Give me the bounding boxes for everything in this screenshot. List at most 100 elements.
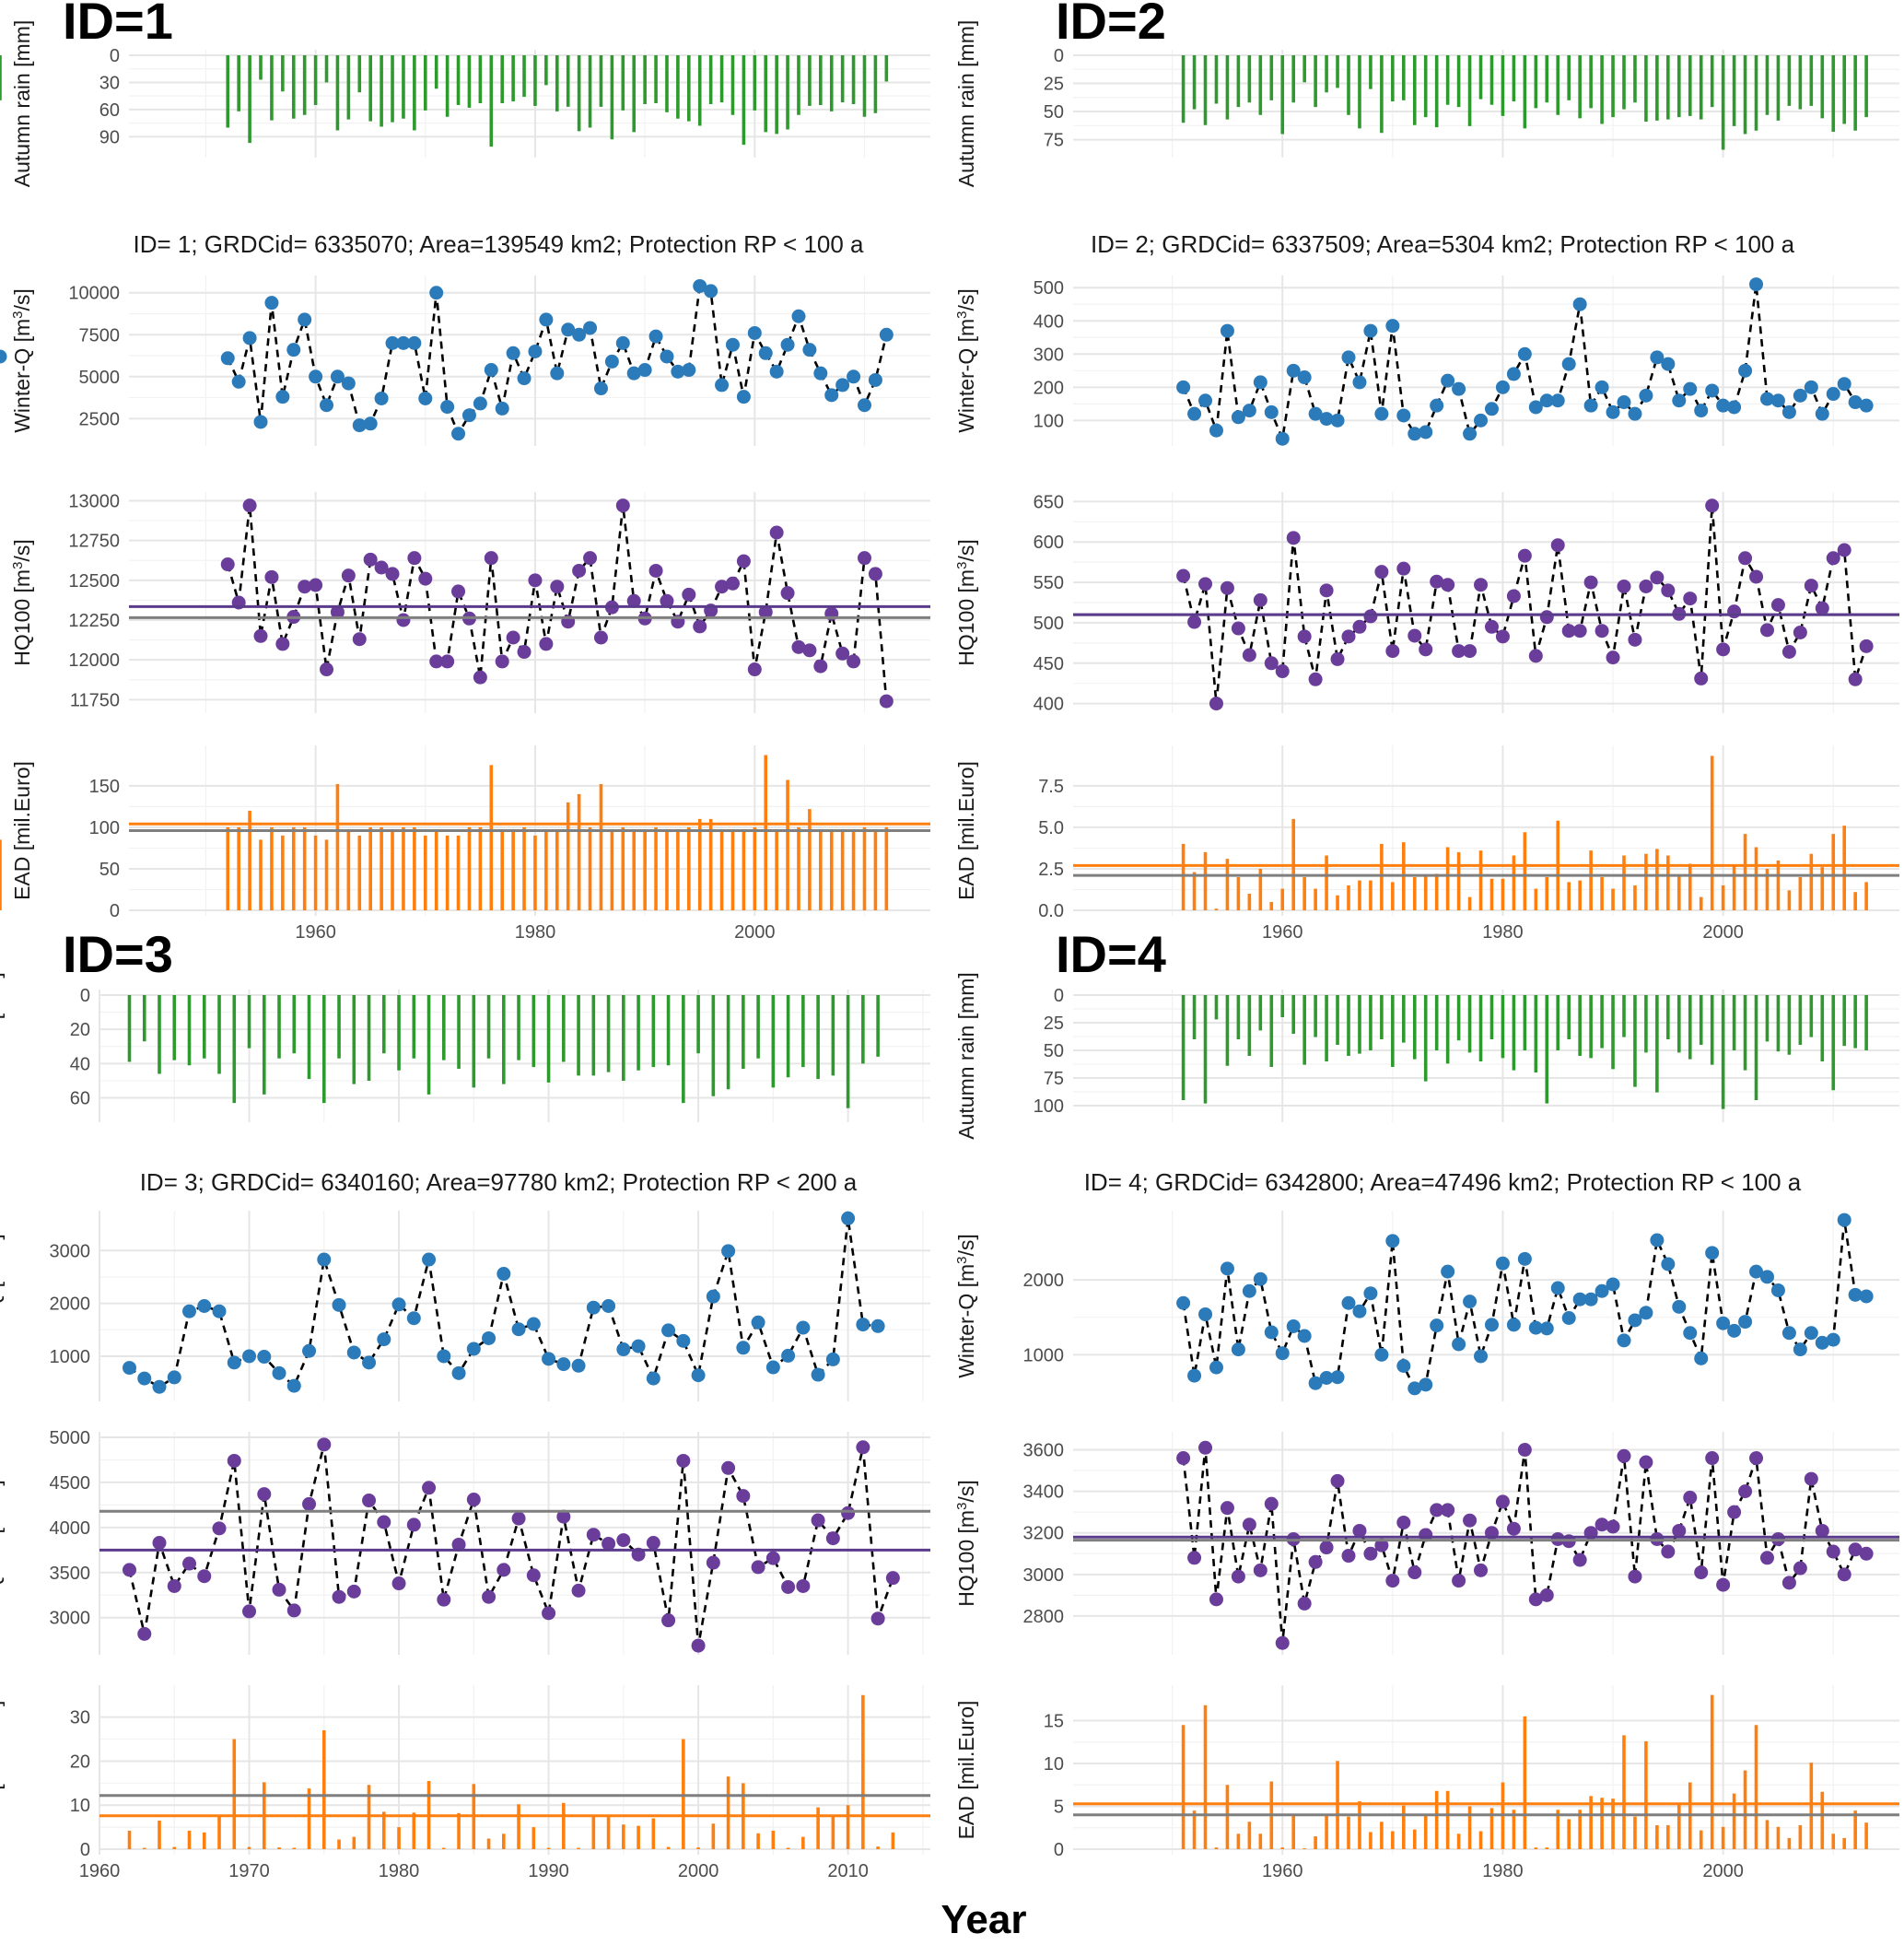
data-point [352,418,367,433]
data-point [1430,398,1444,413]
y-tick-label: 75 [1044,131,1064,151]
data-point [631,1339,646,1353]
y-axis-label: Winter-Q [m3/s] [954,288,978,433]
data-point [1506,589,1521,603]
data-point [1463,1295,1478,1309]
data-point [1606,404,1620,419]
x-tick-label: 1970 [228,1861,270,1881]
subplot-q: 1000 2000 3000 Winter-Q [m3/s] [0,1211,930,1401]
subplot-ead: 0 10 20 30 EAD [mil.Euro] 1960 1970 1980 1990 200… [0,1685,930,1881]
y-axis-label: EAD [mil.Euro] [954,761,978,900]
data-point [1672,1523,1687,1538]
y-tick-label: 10 [1044,1754,1064,1775]
y-tick-label: 4500 [50,1473,91,1494]
panel-id-label: ID=4 [1056,925,1166,983]
data-point [1495,380,1510,394]
data-point [572,563,587,578]
data-point [346,1345,361,1360]
data-point [1297,629,1312,644]
data-point [1408,427,1422,441]
y-axis-label-part: /s] [954,539,978,561]
data-point [298,580,312,594]
data-point [484,551,498,566]
data-point [320,662,334,677]
y-axis-label: EAD [mil.Euro] [10,761,34,900]
data-point [765,1360,780,1375]
data-point [811,1367,825,1382]
data-point [330,369,345,384]
data-point [511,1322,526,1337]
data-point [1650,350,1665,365]
y-axis-label-part: HQ100 [m [0,1510,5,1607]
subplot-q: 2500 5000 7500 10000 Winter-Q [m3/s] [0,275,930,446]
data-point [1396,561,1411,576]
data-point [1793,1561,1807,1576]
data-point [758,604,773,619]
data-point [721,1244,736,1259]
data-point [1770,598,1785,613]
y-tick-label: 60 [99,100,120,121]
data-point [1253,592,1267,607]
data-point [451,427,466,441]
y-tick-label: 5.0 [1038,818,1064,838]
data-point [1815,1335,1829,1350]
y-tick-label: 12250 [68,611,120,631]
y-tick-label: 0 [110,901,120,921]
y-tick-label: 3500 [50,1564,91,1584]
data-point [1859,639,1874,653]
data-point [1506,1521,1521,1536]
panel-title: ID= 4; GRDCid= 6342800; Area=47496 km2; … [1084,1168,1802,1196]
data-point [1517,1251,1532,1266]
data-point [593,630,608,645]
y-tick-label: 100 [1034,411,1064,431]
data-point [626,593,641,608]
data-point [602,1536,616,1551]
data-point [422,1252,437,1267]
data-point [1308,406,1323,421]
data-point [363,552,378,567]
data-point [868,372,882,387]
data-point [1396,1359,1411,1373]
data-point [1330,1370,1345,1385]
subplot-ead: 0 50 100 150 EAD [mil.Euro] 1960 1980 2000 [0,745,930,943]
data-point [495,401,509,416]
data-point [715,378,730,393]
data-point [272,1582,286,1597]
data-point [1617,1333,1631,1348]
data-point [242,331,257,346]
y-tick-label: 50 [99,860,120,880]
data-point [1341,629,1356,644]
data-point [1848,1542,1863,1557]
data-point [385,567,400,581]
y-tick-label: 100 [1034,1096,1064,1117]
data-point [542,1352,556,1366]
data-point [1374,565,1389,580]
data-point [466,1493,481,1507]
y-axis-label: Winter-Q [m3/s] [10,288,34,433]
data-point [781,1348,796,1363]
data-point [1198,1306,1213,1321]
data-point [1441,1264,1455,1279]
data-point [856,1318,870,1332]
data-point [429,654,444,669]
data-point [242,1604,257,1619]
data-point [857,551,871,566]
data-point [1275,1635,1290,1650]
data-point [1694,404,1709,418]
data-point [648,563,663,578]
data-point [220,557,235,572]
y-axis-label-part: /s] [10,288,34,310]
data-point [391,1576,406,1591]
data-point [1408,1565,1422,1580]
data-point [1264,656,1279,671]
y-tick-label: 600 [1034,533,1064,553]
data-point [1396,1515,1411,1529]
y-tick-label: 30 [70,1708,90,1728]
data-point [451,1537,466,1552]
data-point [1242,404,1256,418]
data-point [1628,406,1642,421]
y-tick-label: 20 [70,1752,90,1772]
data-point [1264,1496,1279,1511]
data-point [341,376,356,391]
data-point [691,1638,706,1653]
